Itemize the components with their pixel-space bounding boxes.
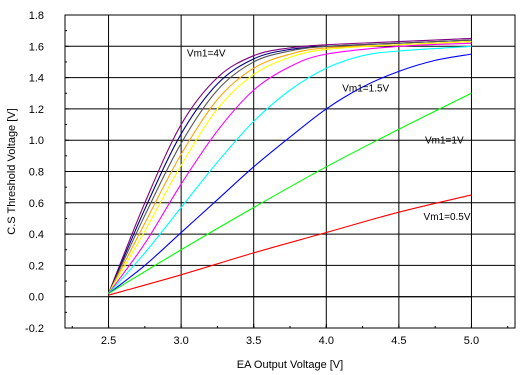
series-line-5	[108, 42, 472, 294]
x-tick-label: 5.0	[464, 335, 479, 347]
y-tick-label: 0.4	[29, 229, 44, 241]
y-tick-label: -0.2	[25, 323, 44, 335]
series-line-2	[108, 39, 472, 294]
annotation-label: Vm1=0.5V	[424, 212, 471, 223]
annotation-label: Vm1=1.5V	[342, 84, 389, 95]
y-tick-label: 1.4	[29, 73, 44, 85]
annotations: Vm1=4V Vm1=1.5V Vm1=1V Vm1=0.5V	[187, 48, 471, 223]
series-line-9	[108, 194, 472, 296]
ticks: 2.5 3.0 3.5 4.0 4.5 5.0 -0.2 0.0 0.2 0.4 0.6 0.8 1.0…	[25, 10, 509, 347]
series-line-8	[108, 92, 472, 295]
y-tick-label: 1.2	[29, 104, 44, 116]
y-tick-label: 0.0	[29, 292, 44, 304]
y-tick-label: 0.8	[29, 167, 44, 179]
y-tick-label: 0.2	[29, 260, 44, 272]
y-tick-label: 0.6	[29, 198, 44, 210]
x-axis-label: EA Output Voltage [V]	[237, 359, 343, 371]
annotation-label: Vm1=4V	[187, 48, 226, 59]
y-tick-label: 1.6	[29, 41, 44, 53]
annotation-label: Vm1=1V	[425, 135, 464, 146]
x-tick-label: 3.0	[173, 335, 188, 347]
series-line-7	[108, 53, 472, 295]
series-line-6	[108, 45, 472, 294]
series-line-0	[108, 37, 472, 294]
x-tick-label: 2.5	[101, 335, 116, 347]
y-axis-label: C.S Threshold Voltage [V]	[6, 108, 18, 234]
y-tick-label: 1.8	[29, 10, 44, 22]
y-tick-label: 1.0	[29, 135, 44, 147]
grid	[65, 14, 515, 329]
series-layer	[108, 37, 472, 298]
series-line-3	[108, 41, 472, 294]
x-tick-label: 4.0	[319, 335, 334, 347]
series-line-4	[108, 41, 472, 294]
x-tick-label: 4.5	[391, 335, 406, 347]
x-tick-label: 3.5	[246, 335, 261, 347]
